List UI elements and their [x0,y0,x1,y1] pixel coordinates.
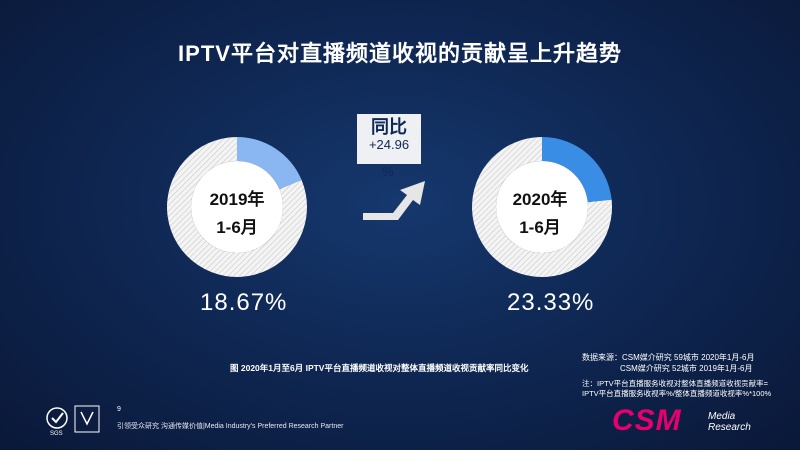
upward-arrow-icon [363,181,425,220]
value-label-2019: 18.67% [200,289,288,316]
csm-logo-sub-research: Research [708,422,751,433]
donut-remainder-slice [167,137,307,277]
source-line-1: 数据来源：CSM媒介研究 59城市 2020年1月-6月 [582,353,755,362]
ukas-seal-icon [74,405,100,433]
csm-logo-subtitle: Media Research [708,411,751,433]
donut-2019-months: 1-6月 [216,218,258,237]
formula-note: 注：IPTV平台直播服务收视对整体直播频道收视贡献率= IPTV平台直播服务收视… [582,379,787,399]
donut-2020-center-label: 2020年 1-6月 [490,186,590,242]
page-title: IPTV平台对直播频道收视的贡献呈上升趋势 [178,41,622,66]
csm-logo-sub-media: Media [708,411,736,422]
donut-value-slice [542,137,612,203]
figure-caption: 图 2020年1月至6月 IPTV平台直播频道收视对整体直播频道收视贡献率同比变… [230,363,529,373]
yoy-value: +24.96 [368,137,410,152]
donut-2020-months: 1-6月 [519,218,561,237]
source-line-2: CSM媒介研究 52城市 2019年1月-6月 [620,364,753,373]
sgs-seal-icon [46,407,68,429]
donut-value-slice [237,137,302,190]
page-number: 9 [117,406,121,413]
footer-tagline: 引领受众研究 沟通传媒价值|Media Industry's Preferred… [117,423,344,430]
donut-remainder-slice [472,137,612,278]
sgs-mark-text: SGS [50,431,63,437]
note-line-1: 注：IPTV平台直播服务收视对整体直播频道收视贡献率= [582,379,769,388]
donut-2019-year: 2019年 [209,190,265,209]
yoy-change-box: 同比 +24.96 [357,114,421,164]
sgs-check-icon [51,412,64,424]
note-line-2: IPTV平台直播服务收视率%/整体直播频道收视率%*100% [582,389,772,398]
certification-logos: SGS [46,405,100,437]
value-label-2020: 23.33% [507,289,595,316]
donut-2019-center-label: 2019年 1-6月 [187,186,287,242]
yoy-label: 同比 [371,117,407,137]
yoy-unit: % [382,164,394,179]
donut-center [496,161,588,253]
data-source: 数据来源：CSM媒介研究 59城市 2020年1月-6月 CSM媒介研究 52城… [582,352,754,374]
csm-logo: CSM [612,404,682,437]
donut-2020-year: 2020年 [512,190,568,209]
ukas-crown-icon [80,411,94,426]
donut-center [191,161,283,253]
